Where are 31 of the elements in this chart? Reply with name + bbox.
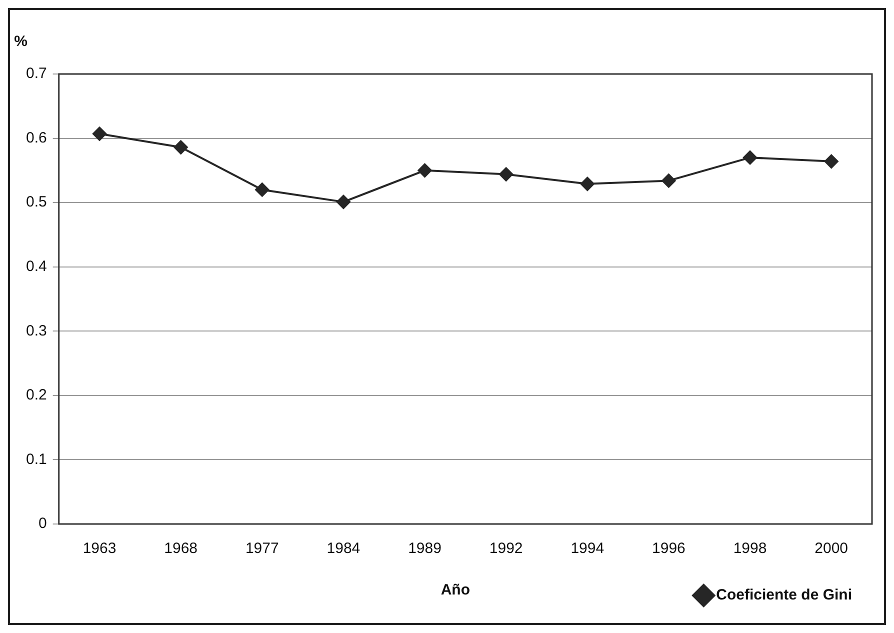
point: [743, 150, 758, 165]
point: [499, 167, 514, 182]
y-tick-label: 0.3: [26, 322, 47, 340]
x-tick-label: 1994: [570, 540, 604, 558]
legend-label: Coeficiente de Gini: [716, 586, 852, 604]
y-tick-label: 0.2: [26, 386, 47, 404]
y-tick-label: 0.4: [26, 258, 47, 275]
y-tick-label: 0: [38, 515, 47, 532]
point: [255, 182, 270, 197]
x-tick-label: 1992: [489, 540, 523, 558]
y-tick-label: 0.6: [26, 129, 47, 146]
point: [92, 126, 107, 141]
x-tick-label: 1977: [245, 540, 279, 558]
x-tick-label: 1963: [82, 540, 116, 558]
x-tick-label: 1989: [408, 540, 442, 558]
x-tick-label: 1968: [164, 540, 198, 558]
x-tick-label: 2000: [814, 540, 848, 558]
point: [336, 194, 350, 209]
y-tick-label: 0.1: [26, 450, 47, 468]
x-tick-label: 1998: [733, 540, 767, 558]
y-tick-label: 0.5: [26, 194, 47, 211]
x-tick-label: 1996: [652, 540, 686, 558]
point: [580, 176, 594, 191]
point: [418, 163, 432, 178]
y-axis-title: %: [14, 33, 28, 50]
point: [174, 140, 188, 154]
x-tick-label: 1984: [326, 540, 360, 558]
point: [824, 154, 838, 168]
x-axis-title: Año: [440, 582, 470, 599]
point: [662, 174, 676, 188]
y-tick-label: 0.7: [26, 65, 47, 82]
